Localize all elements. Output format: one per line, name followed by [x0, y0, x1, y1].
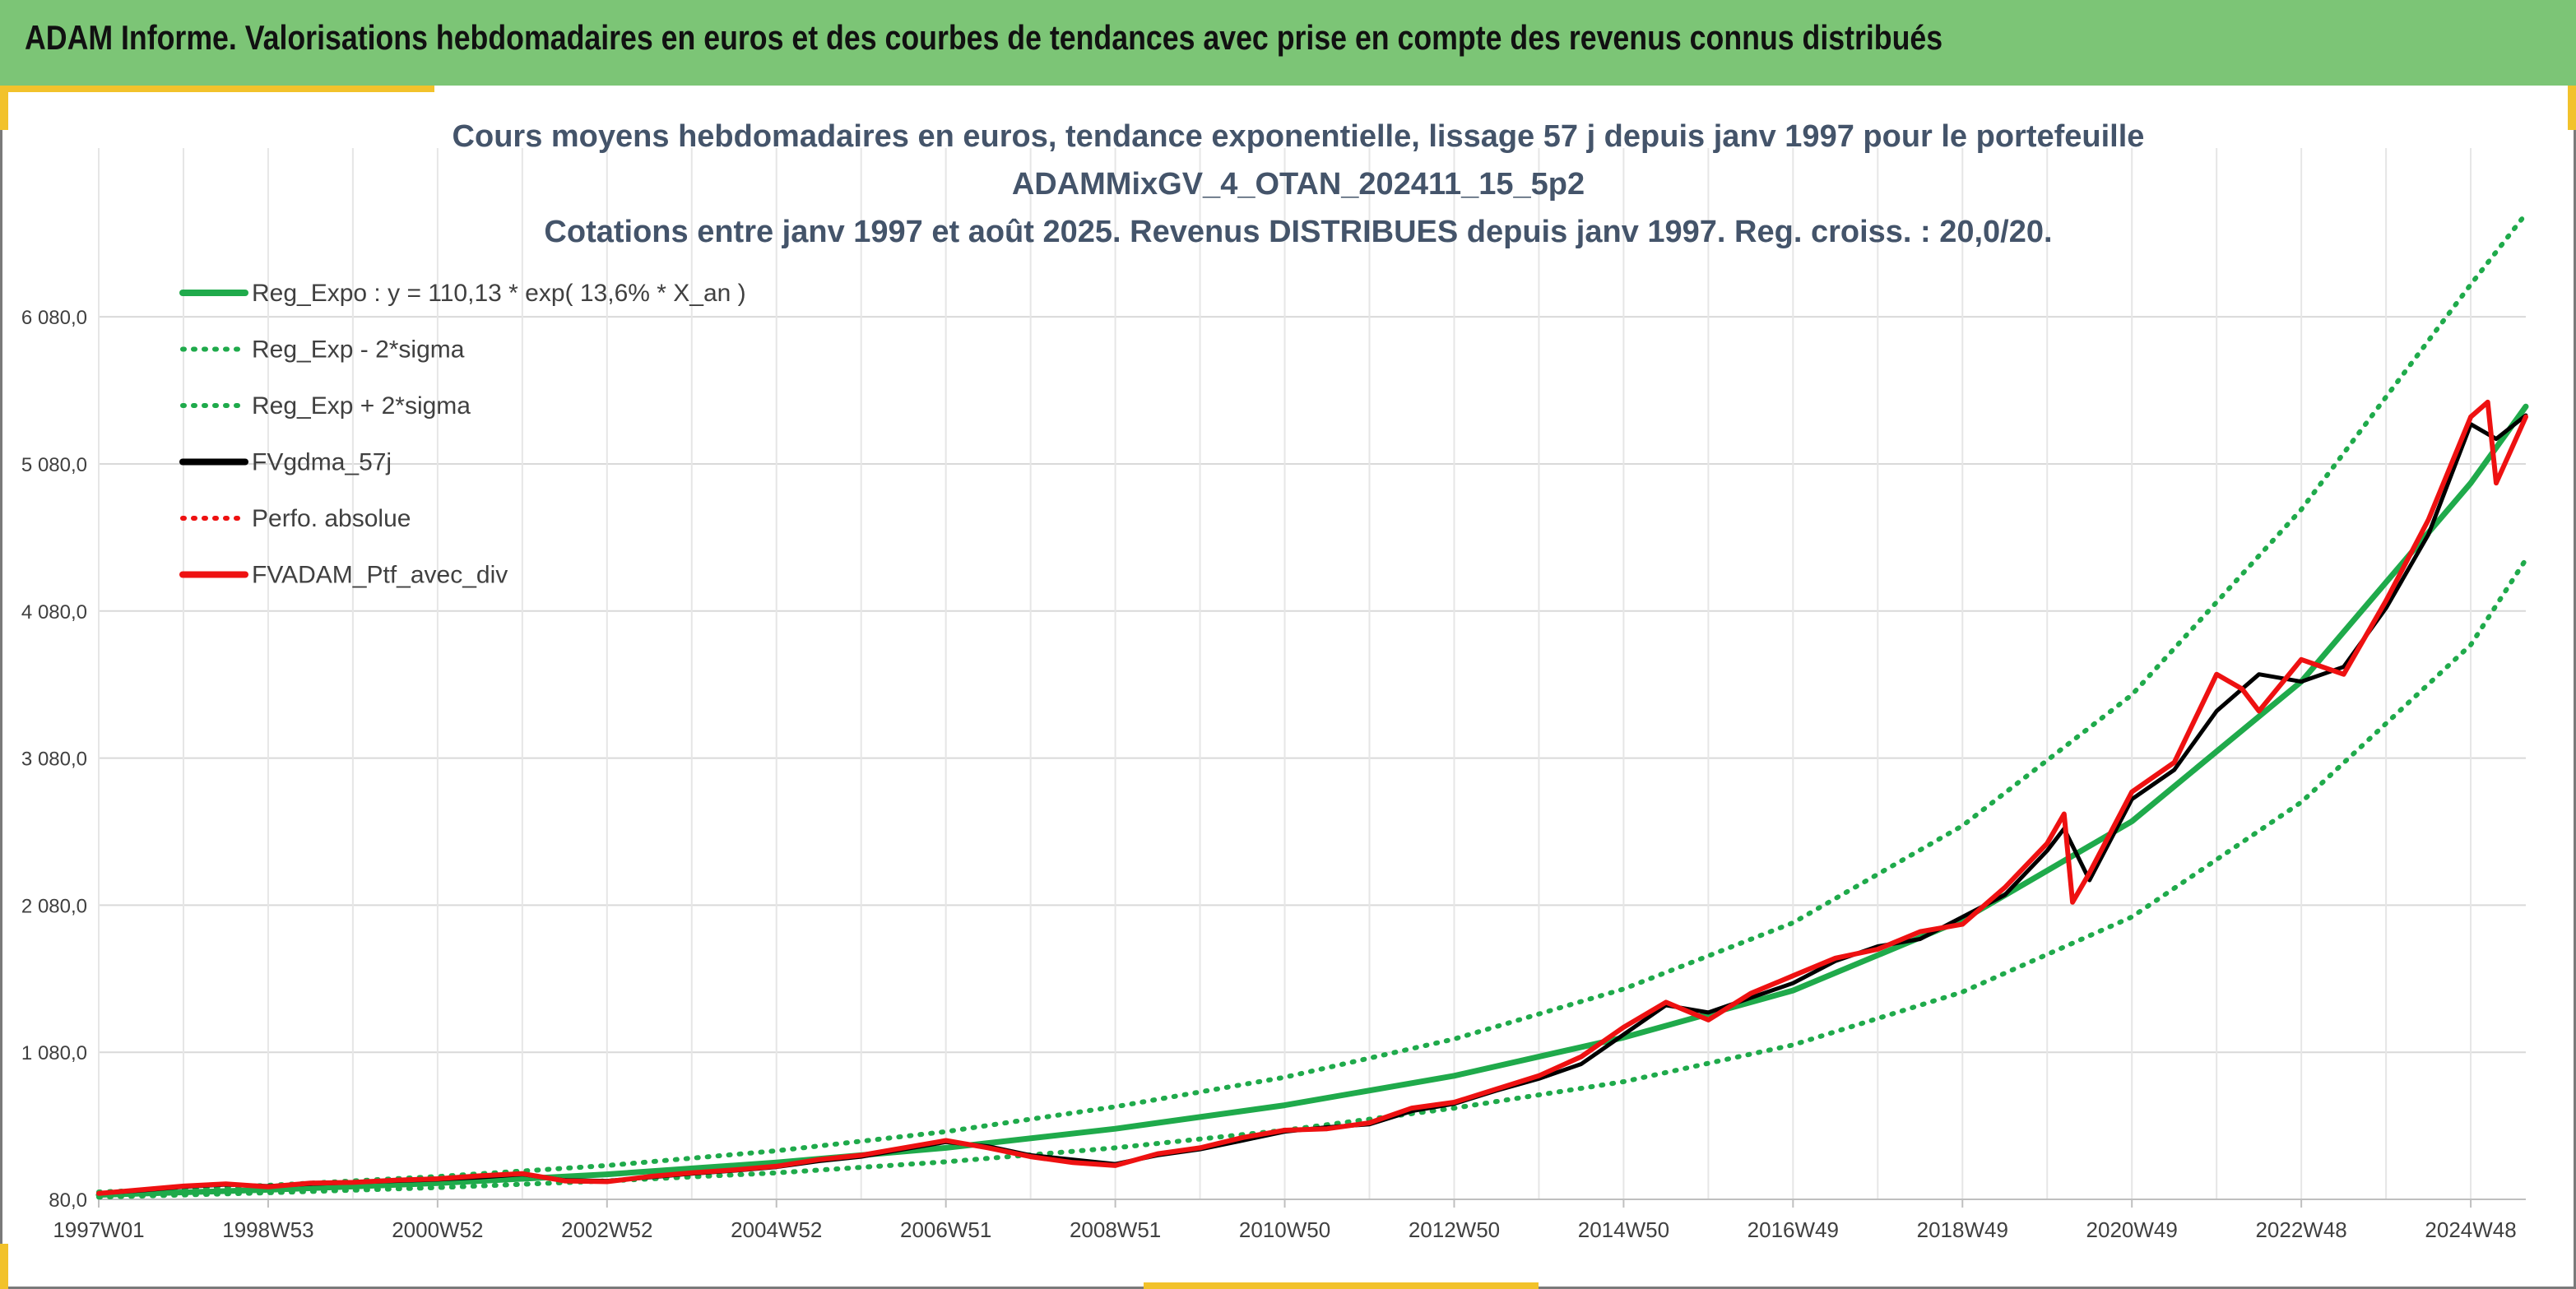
x-tick-label: 2012W50	[1409, 1217, 1500, 1242]
page-title: ADAM Informe. Valorisations hebdomadaire…	[25, 18, 1943, 57]
y-axis: 80,0 1 080,0 2 080,0 3 080,0 4 080,0 5 080,0 6…	[21, 307, 87, 1212]
legend-label: Reg_Expo : y = 110,13 * exp( 13,6% * X_a…	[252, 280, 746, 307]
series-fvgdma-57j	[96, 413, 2528, 1196]
x-tick-label: 2004W52	[731, 1217, 822, 1242]
chart-grid	[98, 148, 2526, 1200]
x-tick-label: 2010W50	[1239, 1217, 1330, 1242]
header-banner: ADAM Informe. Valorisations hebdomadaire…	[0, 0, 2576, 86]
chart-title: Cours moyens hebdomadaires en euros, ten…	[453, 119, 2145, 249]
chart-series	[95, 211, 2529, 1200]
gold-accent-left-bottom	[0, 1244, 8, 1289]
x-axis: 1997W01 1998W53 2000W52 2002W52 2004W52 2006W…	[53, 1199, 2526, 1242]
series-reg-expo	[95, 403, 2529, 1199]
x-tick-label: 2020W49	[2086, 1217, 2178, 1242]
y-tick-label: 5 080,0	[21, 454, 87, 476]
legend-label: Reg_Exp - 2*sigma	[252, 336, 465, 364]
chart-legend: Reg_Expo : y = 110,13 * exp( 13,6% * X_a…	[179, 280, 746, 589]
series-fvadam-ptf-avec-div	[96, 399, 2528, 1196]
y-tick-label: 6 080,0	[21, 307, 87, 329]
legend-label: FVADAM_Ptf_avec_div	[252, 562, 508, 589]
gold-accent-right-top	[2568, 86, 2576, 130]
x-tick-label: 2016W49	[1748, 1217, 1839, 1242]
x-tick-label: 2022W48	[2255, 1217, 2346, 1242]
chart-title-line-2: ADAMMixGV_4_OTAN_202411_15_5p2	[1012, 167, 1585, 202]
gold-accent-top-left	[0, 86, 434, 92]
legend-label: Perfo. absolue	[252, 505, 411, 532]
legend-label: Reg_Exp + 2*sigma	[252, 392, 471, 420]
series-reg-exp-plus-2sigma	[96, 211, 2528, 1195]
x-tick-label: 2014W50	[1578, 1217, 1669, 1242]
x-tick-label: 2006W51	[900, 1217, 991, 1242]
x-tick-label: 2024W48	[2425, 1217, 2516, 1242]
x-tick-label: 1998W53	[222, 1217, 313, 1242]
chart-title-line-3: Cotations entre janv 1997 et août 2025. …	[544, 215, 2052, 249]
y-tick-label: 1 080,0	[21, 1042, 87, 1064]
chart-title-line-1: Cours moyens hebdomadaires en euros, ten…	[453, 119, 2145, 154]
series-reg-exp-minus-2sigma	[96, 557, 2528, 1200]
x-tick-label: 2002W52	[561, 1217, 652, 1242]
x-tick-label: 2000W52	[392, 1217, 483, 1242]
y-tick-label: 4 080,0	[21, 601, 87, 624]
legend-label: FVgdma_57j	[252, 449, 392, 476]
x-tick-label: 2008W51	[1070, 1217, 1161, 1242]
x-tick-label: 1997W01	[53, 1217, 144, 1242]
y-tick-label: 80,0	[49, 1189, 87, 1212]
y-tick-label: 3 080,0	[21, 749, 87, 771]
x-tick-label: 2018W49	[1917, 1217, 2008, 1242]
gold-accent-left-top	[0, 86, 8, 130]
y-tick-label: 2 080,0	[21, 895, 87, 917]
gold-accent-bottom-center	[1144, 1282, 1539, 1289]
